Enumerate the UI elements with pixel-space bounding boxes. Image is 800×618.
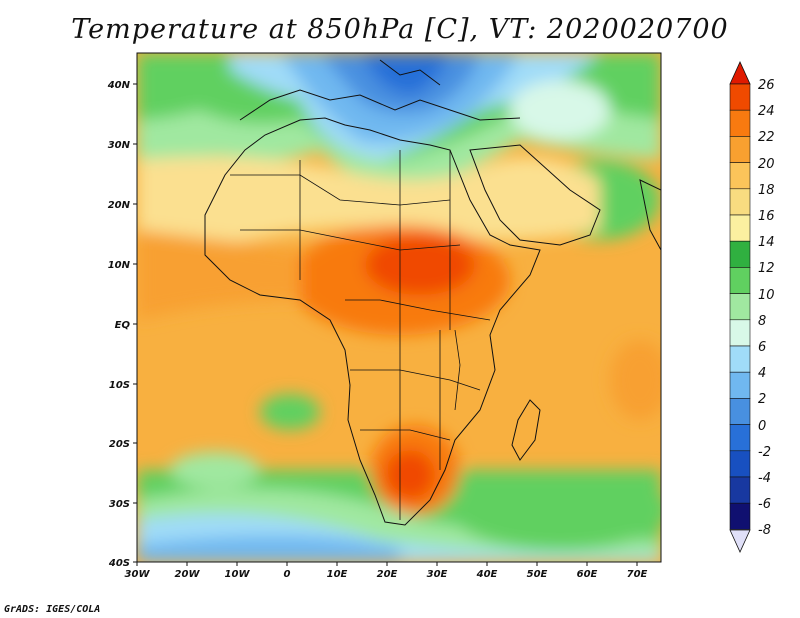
colorbar-cell [729,267,751,294]
colorbar-label: 0 [758,419,766,434]
lon-tick-label: 60E [577,569,598,580]
colorbar-cell [729,424,751,452]
sahel-borders [240,229,461,251]
colorbar-label: -4 [758,471,771,486]
map-frame [136,52,662,563]
colorbar-cell [729,188,751,216]
colorbar-cell [729,136,751,163]
lat-tick-label: 30S [109,499,130,510]
colorbar-cell [729,450,751,478]
temperature-field [137,53,661,562]
madagascar-coastline [511,399,541,461]
map-title: Temperature at 850hPa [C], VT: 202002070… [71,14,729,45]
colorbar-cell [729,319,751,347]
colorbar-cell [729,214,751,242]
colorbar-label: 6 [758,340,766,355]
colorbar-label: 2 [758,392,766,407]
sahara-borders [230,174,451,206]
lat-tick-label: 40N [107,80,131,91]
colorbar-label: 26 [758,78,775,93]
greece-coastline [379,59,441,86]
lon-tick-label: 20E [377,569,398,580]
colorbar-cell [729,293,751,321]
colorbar-cell [729,502,751,530]
lat-tick-label: 10S [109,380,130,391]
colorbar-cell [729,398,751,425]
africa-coastline [204,117,541,526]
colorbar-label: 10 [758,288,775,303]
lon-tick-label: 20W [175,569,201,580]
india-coastline [639,179,661,251]
lon-tick-label: 30W [125,569,151,580]
southern-borders [350,369,481,391]
colorbar-cell [729,109,751,137]
lat-axis: 40N 30N 20N 10N EQ 10S 20S 30S 40S [107,80,137,569]
colorbar-label: 16 [758,209,775,224]
lon-tick-label: 70E [627,569,648,580]
colorbar-cell [729,162,751,190]
lat-tick-label: 10N [108,260,131,271]
lon-tick-label: 10E [327,569,348,580]
colorbar-label: -8 [758,523,771,538]
lon-tick-label: 50E [527,569,548,580]
colorbar-label: 20 [758,157,775,172]
arabia-coastline [469,144,601,246]
europe-coastline [239,89,521,121]
south-borders [360,429,451,441]
colorbar-label: 22 [758,130,775,145]
colorbar-cell [729,476,751,504]
colorbar-label: 4 [758,366,766,381]
lat-tick-label: 20N [108,200,131,211]
rift-borders [454,329,461,411]
lon-axis: 30W 20W 10W 0 10E 20E 30E 40E 50E 60E 70… [125,562,648,580]
lon-tick-label: 0 [284,569,291,580]
colorbar-top-arrow [729,61,751,85]
colorbar-cell [729,83,751,111]
colorbar-cell [729,345,751,373]
coastlines [204,59,661,526]
lon-tick-label: 10W [225,569,251,580]
colorbar-label: 12 [758,261,775,276]
lat-tick-label: 20S [109,439,130,450]
colorbar-label: -6 [758,497,771,512]
colorbar-label: 18 [758,183,775,198]
footer-credit: GrADS: IGES/COLA [4,604,101,615]
colorbar-bottom-arrow [729,529,751,553]
colorbar-cell [729,240,751,268]
colorbar-label: 14 [758,235,775,250]
central-borders [345,299,491,321]
lon-tick-label: 40E [476,569,498,580]
colorbar-label: -2 [758,445,771,460]
lat-tick-label: EQ [115,320,131,331]
lat-tick-label: 40S [108,558,130,569]
lat-tick-label: 30N [108,140,131,151]
colorbar-cell [729,371,751,399]
colorbar: 26 24 22 20 18 16 14 12 10 8 6 4 2 0 -2 … [729,61,775,553]
lon-tick-label: 30E [427,569,448,580]
colorbar-label: 8 [758,314,766,329]
colorbar-label: 24 [758,104,775,119]
